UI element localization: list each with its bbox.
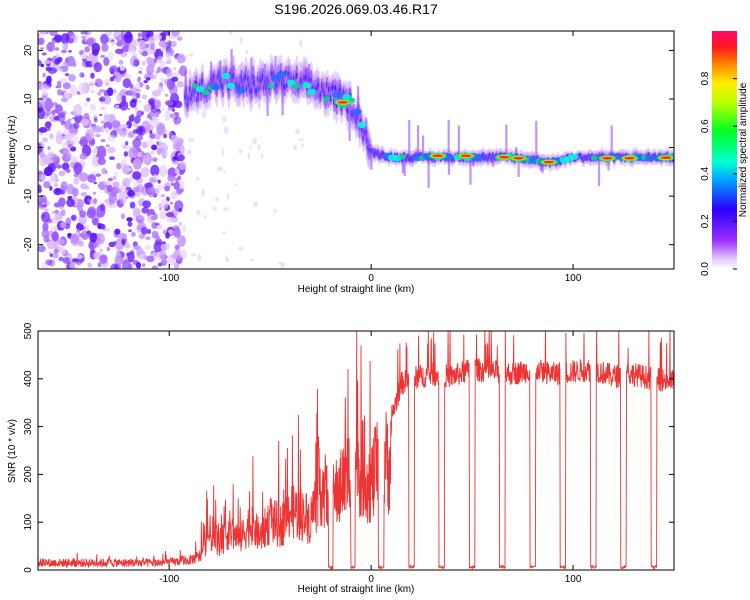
snr-xlabel: Height of straight line (km)	[298, 584, 415, 595]
spectrogram-ytick-label: -10	[23, 188, 34, 203]
colorbar-tick-label: 0.0	[700, 262, 711, 276]
colorbar-gradient	[712, 31, 737, 269]
spectrogram-ytick-label: 20	[23, 44, 34, 56]
snr-xtick-label: 0	[368, 574, 374, 585]
snr-ylabel: SNR (10 * v/v)	[7, 419, 18, 483]
spectrogram-frame	[37, 30, 675, 270]
colorbar-tick-label: 0.8	[700, 71, 711, 85]
snr-ytick-label: 400	[23, 370, 34, 387]
snr-panel: -100 0 100 0 100 200 300 400 500 Height of strai…	[7, 322, 675, 595]
spectrogram-xtick-label: -100	[159, 273, 179, 284]
spectrogram-ylabel: Frequency (Hz)	[7, 116, 18, 185]
colorbar-tick-label: 0.4	[700, 166, 711, 180]
spectrogram-xlabel: Height of straight line (km)	[298, 284, 415, 295]
colorbar-tick-label: 0.2	[700, 214, 711, 228]
spectrogram-ytick-label: -20	[23, 237, 34, 252]
figure-title: S196.2026.069.03.46.R17	[274, 1, 438, 17]
snr-xtick-label: -100	[159, 574, 179, 585]
snr-ytick-label: 500	[23, 322, 34, 339]
snr-ytick-label: 0	[23, 567, 34, 573]
spectrogram-ytick-label: 0	[23, 144, 34, 150]
snr-ytick-label: 300	[23, 418, 34, 435]
snr-ytick-label: 100	[23, 513, 34, 530]
spectrogram-ytick-label: 10	[23, 93, 34, 105]
snr-ytick-label: 200	[23, 466, 34, 483]
spectrogram-xtick-label: 0	[368, 273, 374, 284]
colorbar: 0.0 0.2 0.4 0.6 0.8 Normalized spectral ampl…	[700, 31, 749, 276]
colorbar-tick-label: 0.6	[700, 119, 711, 133]
snr-axes: -100 0 100 0 100 200 300 400 500	[23, 322, 674, 585]
spectrogram-image	[38, 31, 674, 269]
snr-frame	[37, 330, 675, 571]
snr-xtick-label: 100	[565, 574, 582, 585]
colorbar-ticks: 0.0 0.2 0.4 0.6 0.8	[700, 71, 737, 276]
snr-series-line	[38, 331, 674, 570]
spectrogram-xtick-label: 100	[565, 273, 582, 284]
colorbar-label: Normalized spectral amplitude	[738, 82, 749, 217]
